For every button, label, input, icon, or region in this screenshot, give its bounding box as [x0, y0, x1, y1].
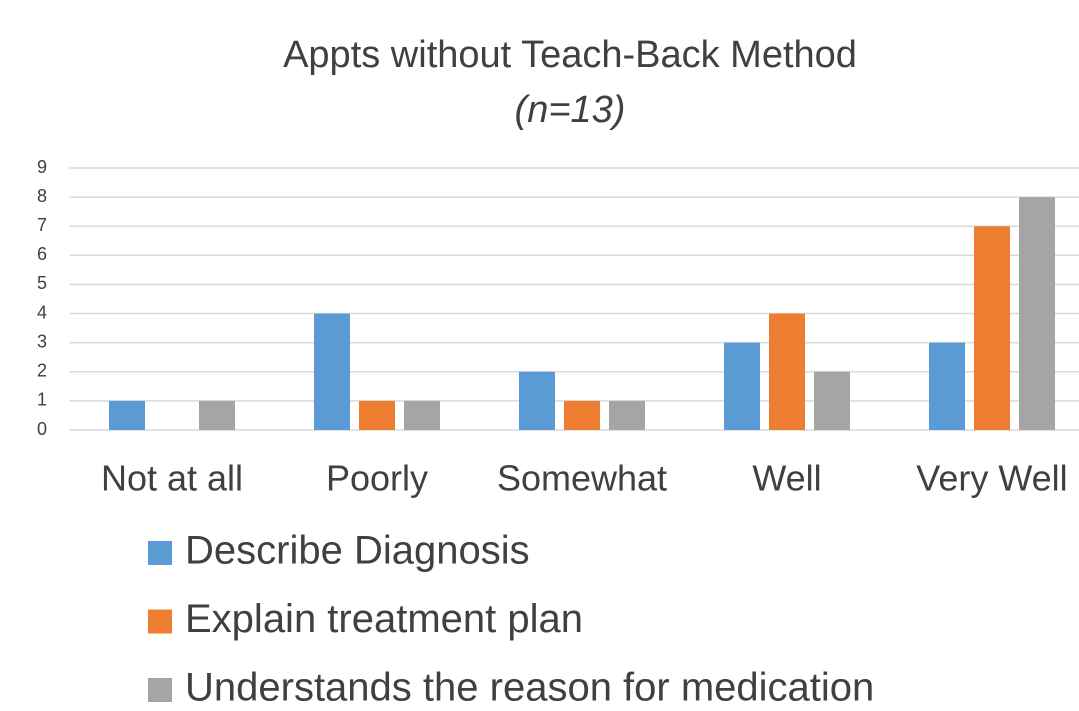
- y-tick-label: 1: [37, 390, 47, 410]
- bar: [769, 313, 805, 430]
- legend-label: Understands the reason for medication: [185, 666, 874, 710]
- legend-label: Describe Diagnosis: [185, 529, 530, 573]
- chart-subtitle: (n=13): [515, 89, 626, 131]
- y-tick-label: 8: [37, 186, 47, 206]
- legend-label: Explain treatment plan: [185, 597, 583, 641]
- legend-swatch: [148, 678, 172, 702]
- bar: [724, 342, 760, 430]
- bar: [109, 400, 145, 430]
- y-tick-label: 7: [37, 215, 47, 235]
- bar: [974, 226, 1010, 430]
- y-tick-label: 6: [37, 244, 47, 264]
- bar: [519, 371, 555, 430]
- bar: [564, 400, 600, 430]
- legend-swatch: [148, 609, 172, 634]
- y-tick-label: 3: [37, 331, 47, 351]
- x-tick-label: Very Well: [916, 458, 1067, 499]
- legend-swatch: [148, 541, 172, 565]
- bar: [314, 313, 350, 430]
- y-tick-label: 9: [37, 157, 47, 177]
- chart-title: Appts without Teach-Back Method: [283, 34, 857, 76]
- x-tick-label: Poorly: [326, 458, 428, 499]
- bar: [404, 400, 440, 430]
- x-tick-label: Not at all: [101, 458, 243, 499]
- x-tick-label: Well: [752, 458, 821, 499]
- y-tick-label: 2: [37, 361, 47, 381]
- y-tick-label: 0: [37, 419, 47, 439]
- bar: [199, 400, 235, 430]
- x-tick-label: Somewhat: [497, 458, 667, 499]
- bar: [359, 400, 395, 430]
- bar: [929, 342, 965, 430]
- y-tick-label: 4: [37, 302, 47, 322]
- bar: [1019, 197, 1055, 430]
- y-tick-label: 5: [37, 273, 47, 293]
- bar: [814, 371, 850, 430]
- bar: [609, 400, 645, 430]
